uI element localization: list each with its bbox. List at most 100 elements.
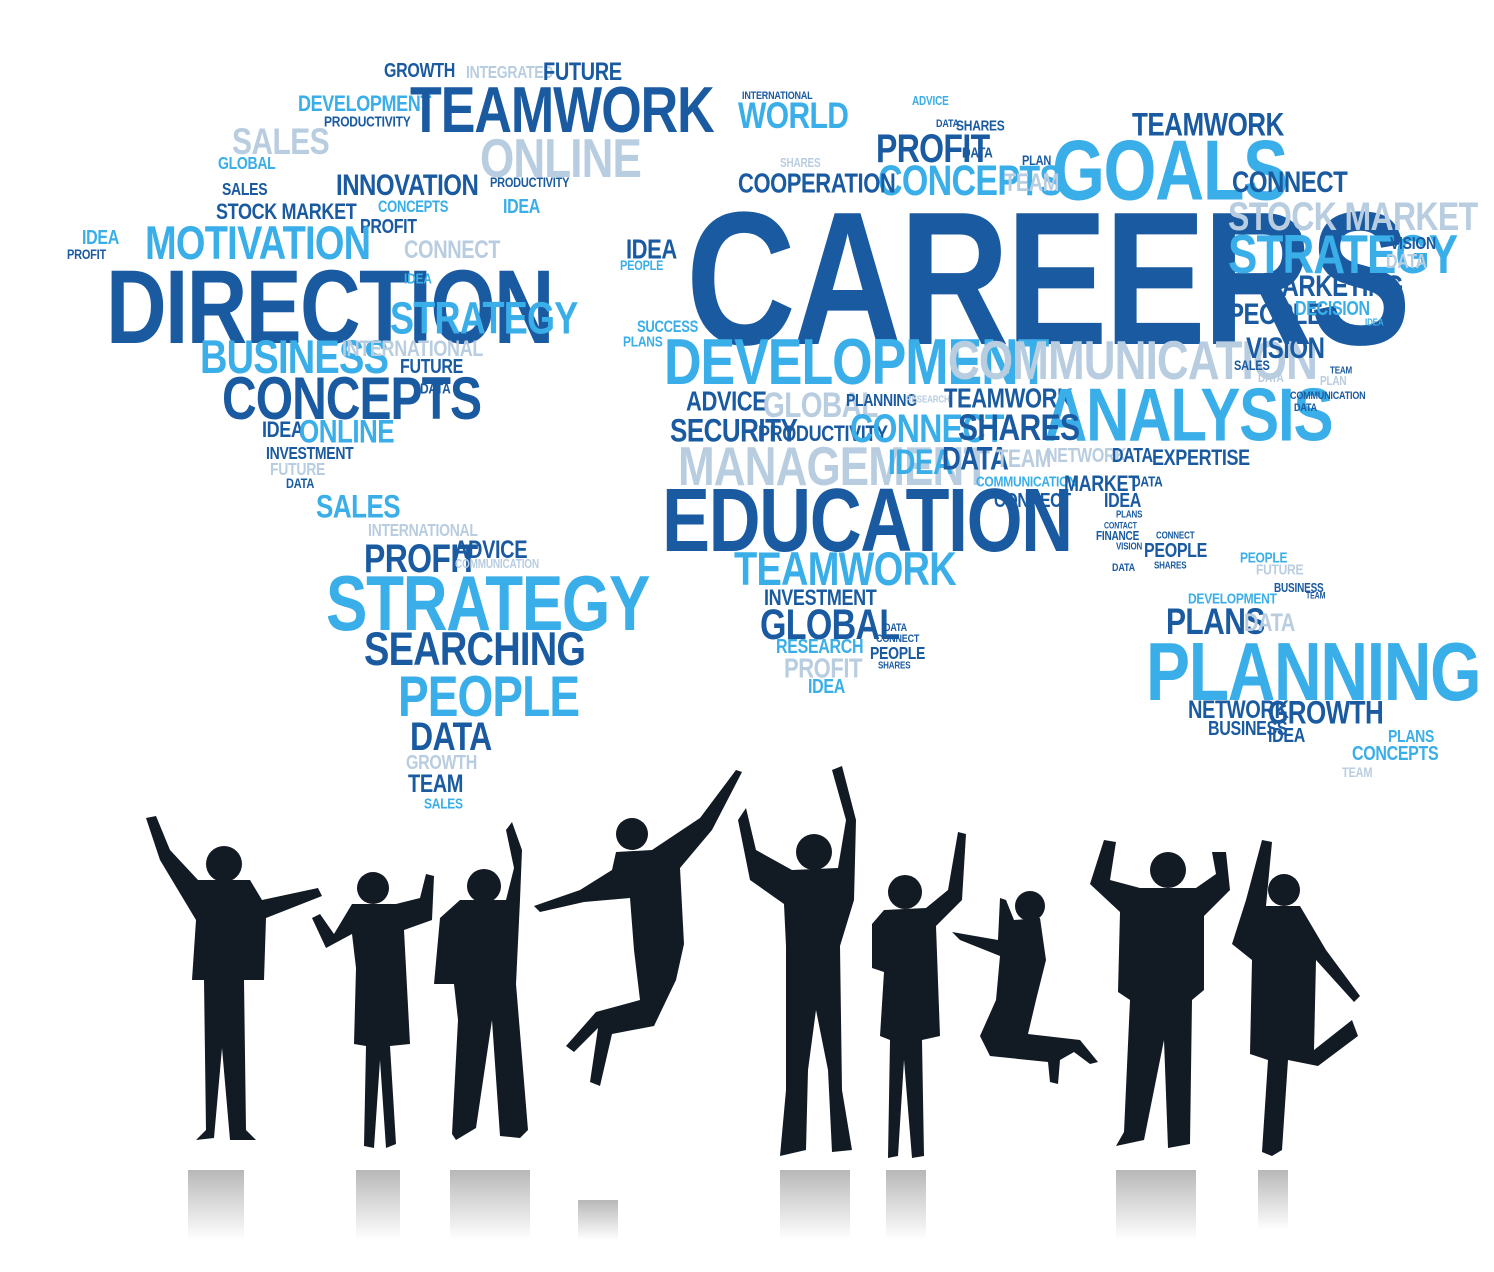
word-people: PEOPLE (620, 258, 664, 274)
word-analysis: ANALYSIS (1044, 373, 1333, 457)
word-stock-market: STOCK MARKET (216, 198, 357, 224)
word-international: INTERNATIONAL (742, 88, 813, 102)
word-plan: PLAN (1320, 374, 1347, 389)
reflections (188, 1170, 1288, 1240)
word-stock-market: STOCK MARKET (1228, 193, 1478, 239)
word-sales: SALES (424, 794, 463, 813)
word-investment: INVESTMENT (764, 584, 877, 610)
word-people: PEOPLE (1144, 540, 1207, 562)
word-idea: IDEA (626, 233, 677, 265)
word-marketing: MARKETING (1262, 269, 1404, 304)
word-plans: PLANS (1166, 601, 1265, 643)
word-team: TEAM (1342, 765, 1373, 781)
word-careers: CAREERS (686, 172, 1411, 386)
word-network: NETWORK (1188, 696, 1289, 725)
word-teamwork: TEAMWORK (410, 74, 715, 147)
word-contact: CONTACT (1104, 522, 1137, 531)
word-global: GLOBAL (760, 601, 900, 649)
word-business: BUSINESS (1208, 718, 1288, 740)
word-shares: SHARES (958, 407, 1080, 449)
word-advice: ADVICE (454, 536, 528, 565)
word-idea: IDEA (503, 196, 540, 218)
word-motivation: MOTIVATION (145, 217, 371, 270)
word-people: PEOPLE (870, 642, 926, 663)
word-shares: SHARES (956, 116, 1005, 135)
silhouette-man-4 (1090, 840, 1230, 1148)
word-idea: IDEA (808, 676, 845, 698)
word-global: GLOBAL (763, 385, 878, 425)
word-international: INTERNATIONAL (368, 519, 478, 540)
word-shares: SHARES (1154, 559, 1187, 571)
silhouette-woman-3 (1232, 840, 1360, 1156)
word-sales: SALES (316, 487, 401, 525)
word-people: PEOPLE (1228, 297, 1323, 332)
word-teamwork: TEAMWORK (944, 382, 1073, 414)
word-concepts: CONCEPTS (878, 157, 1062, 205)
word-business: BUSINESS (1274, 581, 1324, 596)
word-research: RESEARCH (776, 636, 864, 658)
word-profit: PROFIT (876, 125, 990, 171)
silhouette-woman-jumping-1 (534, 770, 742, 1086)
silhouette-woman-jumping-2 (952, 891, 1098, 1084)
word-advice: ADVICE (912, 94, 949, 109)
word-profit: PROFIT (784, 652, 863, 684)
word-data: DATA (1112, 445, 1153, 467)
word-plan: PLAN (1022, 153, 1052, 169)
word-team: TEAM (996, 445, 1052, 474)
word-advice: ADVICE (686, 385, 767, 417)
word-world: WORLD (738, 95, 849, 137)
word-growth: GROWTH (1268, 693, 1384, 731)
word-teamwork: TEAMWORK (734, 543, 957, 596)
jumping-business-people-silhouettes (146, 766, 1360, 1240)
word-team: TEAM (1004, 169, 1060, 198)
word-data: DATA (936, 116, 959, 130)
silhouette-woman-2 (872, 832, 966, 1158)
word-productivity: PRODUCTIVITY (490, 175, 570, 191)
word-direction: DIRECTION (106, 247, 555, 366)
word-searching: SEARCHING (364, 623, 586, 676)
word-data: DATA (420, 379, 451, 398)
silhouette-man-1 (146, 816, 322, 1140)
word-idea: IDEA (262, 416, 304, 442)
word-market: MARKET (1064, 470, 1139, 496)
word-connect: CONNECT (876, 631, 920, 645)
word-connect: CONNECT (1156, 529, 1195, 541)
word-profit: PROFIT (364, 535, 478, 581)
word-online: ONLINE (299, 412, 395, 450)
word-data: DATA (1294, 400, 1317, 414)
word-data: DATA (1112, 560, 1135, 574)
word-connect: CONNECT (1232, 165, 1348, 200)
word-planning: PLANNING (1146, 625, 1481, 718)
word-data: DATA (1386, 251, 1427, 273)
word-profit: PROFIT (360, 216, 417, 238)
word-success: SUCCESS (637, 316, 699, 336)
word-plans: PLANS (623, 332, 663, 351)
word-sales: SALES (222, 178, 268, 199)
word-future: FUTURE (400, 356, 463, 378)
silhouette-woman-1 (312, 872, 434, 1148)
word-strategy: STRATEGY (390, 292, 578, 344)
word-strategy: STRATEGY (1228, 224, 1458, 286)
word-online: ONLINE (480, 128, 642, 190)
word-data: DATA (410, 713, 492, 759)
word-research: RESEARCH (906, 393, 950, 405)
word-growth: GROWTH (384, 60, 455, 82)
word-shares: SHARES (878, 659, 911, 671)
word-plans: PLANS (1116, 508, 1143, 520)
word-future: FUTURE (270, 458, 326, 479)
word-development: DEVELOPMENT (1188, 589, 1277, 608)
word-concepts: CONCEPTS (222, 366, 482, 433)
word-development: DEVELOPMENT (664, 326, 1049, 399)
word-data: DATA (884, 620, 907, 634)
word-sales: SALES (232, 121, 330, 163)
word-idea: IDEA (1268, 725, 1305, 747)
word-management: MANAGEMENT (678, 436, 990, 498)
word-productivity: PRODUCTIVITY (324, 112, 411, 131)
word-integrated: INTEGRATED (466, 61, 554, 82)
word-security: SECURITY (670, 411, 798, 449)
word-productivity: PRODUCTIVITY (758, 420, 888, 446)
word-people: PEOPLE (1240, 548, 1288, 567)
word-goals: GOALS (1052, 123, 1288, 218)
word-shares: SHARES (780, 156, 821, 171)
